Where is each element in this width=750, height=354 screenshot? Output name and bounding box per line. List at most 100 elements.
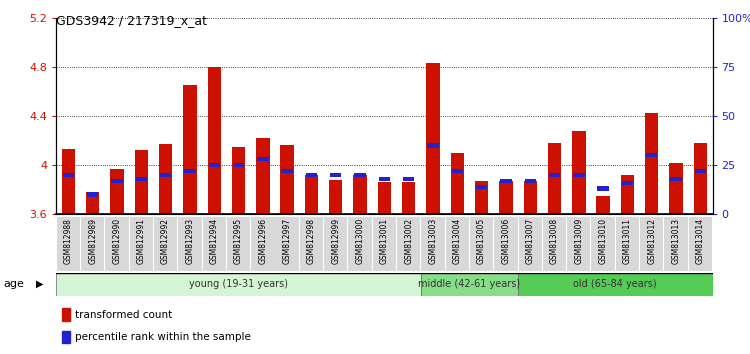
- Text: GSM813008: GSM813008: [550, 218, 559, 264]
- Bar: [87, 192, 98, 197]
- FancyBboxPatch shape: [397, 217, 420, 271]
- Text: GDS3942 / 217319_x_at: GDS3942 / 217319_x_at: [56, 14, 207, 27]
- Bar: [476, 184, 488, 189]
- FancyBboxPatch shape: [494, 217, 517, 271]
- Bar: [549, 173, 560, 177]
- FancyBboxPatch shape: [470, 217, 494, 271]
- Bar: [136, 177, 147, 181]
- Bar: [451, 153, 464, 214]
- FancyBboxPatch shape: [592, 217, 615, 271]
- Text: GSM813009: GSM813009: [574, 218, 584, 264]
- Bar: [548, 143, 561, 214]
- FancyBboxPatch shape: [81, 217, 104, 271]
- Bar: [403, 177, 414, 181]
- Bar: [62, 308, 70, 321]
- FancyBboxPatch shape: [616, 217, 639, 271]
- Text: GSM812988: GSM812988: [64, 218, 73, 264]
- Text: GSM812998: GSM812998: [307, 218, 316, 264]
- Text: GSM812996: GSM812996: [258, 218, 267, 264]
- Bar: [159, 144, 172, 214]
- Bar: [329, 180, 343, 214]
- Text: GSM813006: GSM813006: [502, 218, 511, 264]
- FancyBboxPatch shape: [640, 217, 664, 271]
- Bar: [63, 173, 74, 177]
- FancyBboxPatch shape: [130, 217, 153, 271]
- FancyBboxPatch shape: [373, 217, 396, 271]
- FancyBboxPatch shape: [421, 273, 518, 296]
- Bar: [160, 173, 171, 177]
- Bar: [280, 145, 294, 214]
- FancyBboxPatch shape: [226, 217, 251, 271]
- FancyBboxPatch shape: [178, 217, 202, 271]
- Bar: [670, 177, 682, 181]
- FancyBboxPatch shape: [300, 217, 323, 271]
- Text: GSM813003: GSM813003: [428, 218, 437, 264]
- FancyBboxPatch shape: [688, 217, 712, 271]
- Bar: [646, 153, 658, 158]
- Text: old (65-84 years): old (65-84 years): [574, 279, 657, 289]
- FancyBboxPatch shape: [446, 217, 469, 271]
- Bar: [621, 175, 634, 214]
- FancyBboxPatch shape: [202, 217, 226, 271]
- FancyBboxPatch shape: [251, 217, 274, 271]
- Bar: [427, 143, 439, 148]
- FancyBboxPatch shape: [422, 217, 445, 271]
- FancyBboxPatch shape: [518, 217, 542, 271]
- Bar: [645, 114, 658, 214]
- Text: ▶: ▶: [36, 279, 44, 289]
- Bar: [426, 63, 439, 214]
- Text: GSM812994: GSM812994: [210, 218, 219, 264]
- Text: GSM813010: GSM813010: [598, 218, 608, 264]
- Text: GSM812992: GSM812992: [161, 218, 170, 264]
- Bar: [694, 169, 706, 173]
- Bar: [475, 181, 488, 214]
- Bar: [304, 175, 318, 214]
- Text: percentile rank within the sample: percentile rank within the sample: [74, 332, 250, 342]
- Bar: [257, 157, 268, 161]
- FancyBboxPatch shape: [543, 217, 566, 271]
- Text: GSM813002: GSM813002: [404, 218, 413, 264]
- Text: GSM813001: GSM813001: [380, 218, 388, 264]
- Text: GSM813013: GSM813013: [671, 218, 680, 264]
- Bar: [183, 85, 196, 214]
- Bar: [86, 192, 100, 214]
- Bar: [232, 147, 245, 214]
- FancyBboxPatch shape: [275, 217, 298, 271]
- Bar: [110, 169, 124, 214]
- Bar: [500, 181, 512, 214]
- Bar: [353, 175, 367, 214]
- FancyBboxPatch shape: [57, 217, 80, 271]
- Bar: [573, 173, 584, 177]
- Text: GSM812999: GSM812999: [332, 218, 340, 264]
- Bar: [232, 163, 244, 167]
- Bar: [598, 187, 609, 191]
- Bar: [669, 162, 682, 214]
- Bar: [378, 182, 391, 214]
- Text: GSM812989: GSM812989: [88, 218, 98, 264]
- Text: GSM813007: GSM813007: [526, 218, 535, 264]
- FancyBboxPatch shape: [664, 217, 688, 271]
- Bar: [572, 131, 586, 214]
- FancyBboxPatch shape: [349, 217, 372, 271]
- Bar: [111, 179, 123, 183]
- FancyBboxPatch shape: [324, 217, 347, 271]
- Bar: [256, 138, 269, 214]
- FancyBboxPatch shape: [567, 217, 590, 271]
- Text: GSM813005: GSM813005: [477, 218, 486, 264]
- Bar: [135, 150, 148, 214]
- Bar: [62, 331, 70, 343]
- Bar: [622, 181, 633, 185]
- Text: middle (42-61 years): middle (42-61 years): [419, 279, 520, 289]
- Bar: [209, 163, 220, 167]
- Bar: [452, 169, 463, 173]
- Text: GSM812991: GSM812991: [136, 218, 146, 264]
- FancyBboxPatch shape: [105, 217, 129, 271]
- Text: GSM812997: GSM812997: [283, 218, 292, 264]
- FancyBboxPatch shape: [56, 273, 421, 296]
- Text: GSM813014: GSM813014: [696, 218, 705, 264]
- Text: GSM813012: GSM813012: [647, 218, 656, 264]
- Text: GSM813000: GSM813000: [356, 218, 364, 264]
- Bar: [208, 67, 221, 214]
- Bar: [524, 179, 536, 183]
- Text: GSM812990: GSM812990: [112, 218, 122, 264]
